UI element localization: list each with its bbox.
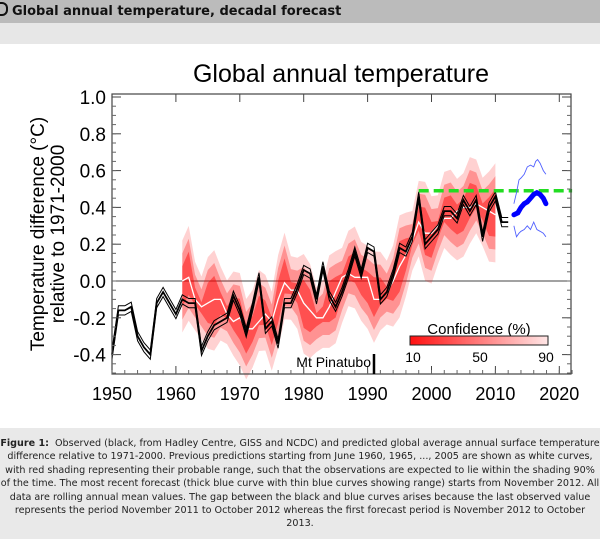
x-tick-label: 1950 — [92, 384, 132, 404]
x-tick-label: 1970 — [220, 384, 260, 404]
page-header: Global annual temperature, decadal forec… — [0, 0, 600, 23]
legend-tick-90: 90 — [538, 349, 554, 365]
x-tick-label: 2020 — [539, 384, 579, 404]
confidence-colorbar — [409, 335, 549, 346]
x-tick-label: 1960 — [156, 384, 196, 404]
y-axis-label-line1: Temperature difference (°C) — [28, 117, 49, 351]
figure-caption: Figure 1: Observed (black, from Hadley Ce… — [0, 428, 600, 539]
forecast-lower-curve — [513, 220, 547, 238]
x-tick-label: 1990 — [348, 384, 388, 404]
plot-frame — [111, 93, 572, 375]
forecast-upper-curve — [513, 158, 547, 204]
y-axis-label-line2: relative to 1971-2000 — [48, 145, 69, 324]
chart-title: Global annual temperature — [193, 60, 489, 88]
legend-title: Confidence (%) — [427, 321, 530, 338]
observed-curve-2 — [111, 194, 509, 357]
y-tick-label: 0.0 — [80, 272, 106, 293]
forecast-curve — [511, 189, 549, 218]
observed-curve-1 — [111, 190, 509, 352]
y-tick-label: -0.4 — [73, 346, 106, 367]
bullet-icon — [0, 2, 8, 16]
confidence-shading-1 — [182, 169, 496, 367]
x-tick-label: 1980 — [284, 384, 324, 404]
annotation-mt-pinatubo: Mt Pinatubo — [296, 354, 371, 370]
observed-curve-0 — [111, 199, 509, 361]
y-tick-label: 0.2 — [80, 235, 106, 256]
page-title: Global annual temperature, decadal forec… — [12, 4, 342, 19]
y-tick-label: 0.6 — [80, 162, 106, 183]
x-tick-label: 2010 — [475, 384, 515, 404]
caption-text: Observed (black, from Hadley Centre, GIS… — [0, 438, 600, 530]
legend-tick-50: 50 — [472, 349, 488, 365]
legend-tick-10: 10 — [405, 349, 421, 365]
y-tick-label: 0.4 — [80, 198, 107, 219]
caption-label: Figure 1: — [0, 438, 49, 449]
y-tick-label: -0.2 — [73, 309, 106, 330]
temperature-chart: Global annual temperature Temperature di… — [28, 60, 579, 404]
y-tick-label: 0.8 — [80, 125, 106, 146]
y-tick-label: 1.0 — [80, 88, 106, 109]
x-tick-label: 2000 — [411, 384, 451, 404]
toolbar-strip — [0, 23, 600, 44]
